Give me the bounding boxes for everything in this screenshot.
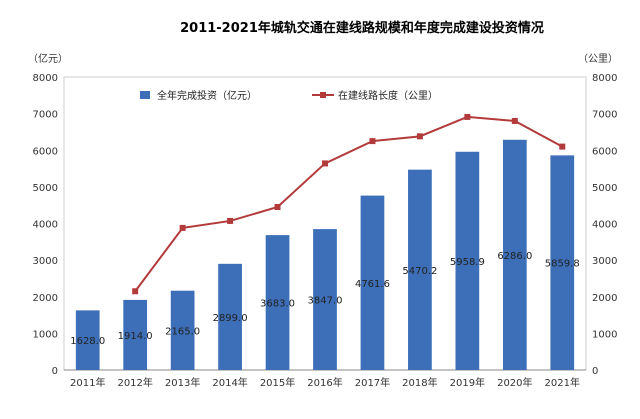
- legend-line-label: 在建线路长度（公里）: [338, 89, 438, 102]
- legend-bar-swatch: [140, 91, 150, 99]
- left-tick-label: 0: [52, 366, 58, 377]
- bar: [455, 151, 480, 370]
- x-tick-label: 2012年: [117, 376, 152, 389]
- axes: 0 1000 2000 3000 4000 5000 6000 7000 8000 0 1000 20…: [33, 73, 618, 389]
- bar-data-label: 5470.2: [402, 266, 437, 277]
- bar-data-labels: 1628.0 1914.0 2165.0 2899.0 3683.0 3847.0 4761…: [70, 251, 580, 347]
- bar-data-label: 5958.9: [450, 257, 485, 268]
- bar: [313, 229, 337, 370]
- right-tick-label: 5000: [592, 183, 617, 194]
- right-tick-label: 7000: [592, 110, 617, 121]
- bar-data-label: 4761.6: [355, 279, 390, 290]
- left-tick-label: 3000: [33, 256, 58, 267]
- legend: 全年完成投资（亿元） 在建线路长度（公里）: [140, 89, 438, 102]
- line-point: [227, 217, 234, 224]
- line-point: [322, 160, 328, 167]
- line-point: [511, 117, 518, 124]
- series-line: [134, 115, 563, 292]
- x-tick-label: 2020年: [497, 376, 532, 389]
- bar: [265, 235, 290, 370]
- line-point: [464, 113, 471, 120]
- right-tick-label: 8000: [592, 73, 617, 84]
- right-tick-label: 1000: [592, 329, 617, 340]
- x-tick-label: 2021年: [545, 376, 580, 389]
- x-tick-label: 2015年: [260, 376, 295, 389]
- left-tick-label: 4000: [33, 220, 58, 231]
- bar-data-label: 3847.0: [308, 296, 343, 307]
- bar-data-label: 3683.0: [260, 299, 295, 310]
- bar-data-label: 6286.0: [497, 251, 532, 262]
- x-tick-label: 2018年: [402, 376, 437, 389]
- chart-title: 2011-2021年城轨交通在建线路规模和年度完成建设投资情况: [180, 20, 544, 36]
- x-tick-label: 2016年: [307, 376, 342, 389]
- legend-bar-label: 全年完成投资（亿元）: [157, 89, 257, 102]
- bar: [123, 299, 148, 370]
- bar-data-label: 5859.8: [545, 259, 580, 270]
- right-axis-unit: （公里）: [578, 53, 618, 65]
- bar: [75, 310, 100, 370]
- bar-data-label: 1914.0: [118, 331, 153, 342]
- right-tick-label: 6000: [592, 146, 617, 157]
- left-tick-label: 7000: [33, 110, 58, 121]
- x-tick-label: 2017年: [355, 376, 390, 389]
- bar: [550, 155, 575, 370]
- left-axis-unit: （亿元）: [28, 52, 68, 65]
- x-tick-label: 2013年: [165, 376, 200, 389]
- line-point: [369, 138, 376, 145]
- x-tick-label: 2014年: [212, 376, 247, 389]
- bar-series: [75, 139, 575, 370]
- legend-line-marker: [320, 92, 326, 98]
- line-series: [132, 113, 566, 295]
- bar-data-label: 1628.0: [70, 336, 105, 347]
- left-tick-label: 1000: [33, 329, 58, 340]
- bar-data-label: 2899.0: [213, 313, 248, 324]
- bar: [408, 169, 432, 370]
- bar-data-label: 2165.0: [165, 326, 200, 337]
- left-tick-label: 5000: [33, 183, 58, 194]
- line-point: [416, 133, 423, 140]
- bar: [502, 139, 527, 370]
- right-tick-label: 2000: [592, 293, 617, 304]
- line-point: [559, 143, 566, 150]
- right-tick-label: 4000: [592, 220, 617, 231]
- left-tick-label: 2000: [33, 293, 58, 304]
- bar: [170, 290, 195, 370]
- bar: [218, 263, 242, 370]
- x-tick-label: 2019年: [450, 376, 485, 389]
- line-point: [179, 224, 186, 231]
- line-point: [274, 204, 281, 211]
- left-tick-label: 8000: [33, 73, 58, 84]
- line-point: [132, 288, 139, 295]
- right-tick-label: 3000: [592, 256, 617, 267]
- left-tick-label: 6000: [33, 146, 58, 157]
- x-tick-label: 2011年: [70, 376, 105, 389]
- right-tick-label: 0: [592, 366, 598, 377]
- bar: [360, 195, 385, 370]
